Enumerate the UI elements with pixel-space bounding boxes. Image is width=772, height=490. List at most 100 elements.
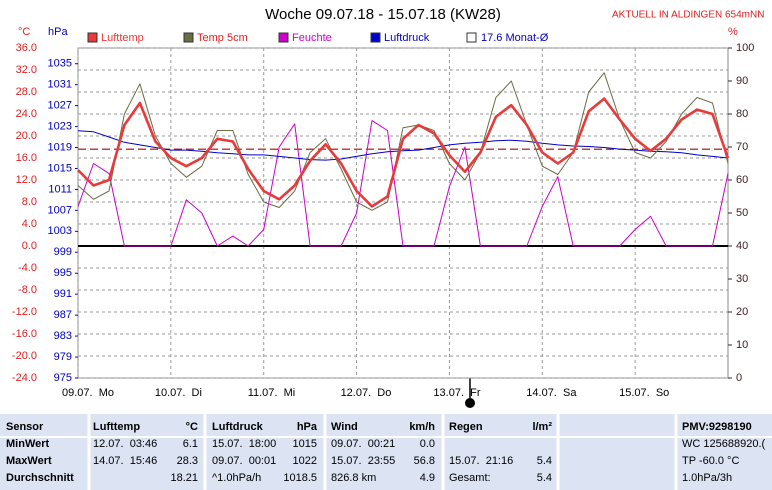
y3-tick-label: 30	[736, 273, 748, 285]
table-cell: Lufttemp	[93, 421, 140, 433]
chart-title: Woche 09.07.18 - 15.07.18 (KW28)	[265, 6, 501, 23]
legend-swatch	[466, 32, 477, 43]
table-cell: 09.07. 00:21	[331, 438, 395, 450]
y3-tick-label: 100	[736, 42, 754, 54]
y2-tick-label: 991	[54, 288, 72, 300]
series-line	[77, 120, 729, 247]
table-cell: 15.07. 21:16	[449, 455, 513, 467]
y3-axis-unit: %	[728, 26, 738, 38]
table-cell: 5.4	[537, 455, 552, 467]
table-cell: 0.0	[420, 438, 435, 450]
legend-swatch	[183, 32, 194, 43]
table-cell: 1.0hPa/3h	[682, 472, 732, 484]
table-cell: 09.07. 00:01	[212, 455, 276, 467]
table-cell: Wind	[331, 421, 358, 433]
table-cell: 18.21	[170, 472, 198, 484]
x-tick-label: 11.07. Mi	[248, 387, 296, 399]
legend-swatch	[87, 32, 98, 43]
y3-tick-label: 10	[736, 339, 748, 351]
table-cell: Regen	[449, 421, 483, 433]
table-cell: 1022	[293, 455, 317, 467]
table-cell: 15.07. 18:00	[212, 438, 276, 450]
y-tick-label: 24.0	[16, 108, 37, 120]
table-cell: 56.8	[414, 455, 435, 467]
y2-tick-label: 1023	[48, 120, 72, 132]
y3-tick-label: 50	[736, 207, 748, 219]
table-cell: MinWert	[6, 438, 50, 450]
y2-tick-label: 1019	[48, 141, 72, 153]
x-tick-label: 10.07. Di	[155, 387, 202, 399]
table-cell: km/h	[409, 421, 435, 433]
y2-tick-label: 1027	[48, 100, 72, 112]
y3-tick-label: 90	[736, 75, 748, 87]
y2-tick-label: 1011	[48, 183, 72, 195]
y-tick-label: -16.0	[12, 328, 37, 340]
y3-tick-label: 80	[736, 108, 748, 120]
table-cell: Luftdruck	[212, 421, 264, 433]
table-cell: PMV:9298190	[682, 421, 752, 433]
chart-subtitle: AKTUELL IN ALDINGEN 654mNN	[612, 10, 764, 21]
x-tick-label: 14.07. Sa	[526, 387, 577, 399]
table-cell: 1018.5	[283, 472, 317, 484]
series-line	[77, 97, 730, 208]
y-tick-label: 8.0	[22, 196, 37, 208]
y-tick-label: 20.0	[16, 130, 37, 142]
series-line	[77, 130, 729, 161]
table-cell: 28.3	[177, 455, 198, 467]
y-tick-label: -20.0	[12, 350, 37, 362]
now-marker	[465, 378, 475, 408]
y2-tick-label: 1035	[48, 58, 72, 70]
table-cell: 1015	[293, 438, 317, 450]
legend-label: Temp 5cm	[197, 32, 248, 44]
y-tick-label: 0.0	[22, 240, 37, 252]
y-tick-label: 12.0	[16, 174, 37, 186]
y3-tick-label: 0	[736, 372, 742, 384]
y2-tick-label: 975	[54, 372, 72, 384]
y-axis-unit: °C	[18, 26, 30, 38]
table-cell: 826.8 km	[331, 472, 376, 484]
y3-tick-label: 60	[736, 174, 748, 186]
y-tick-label: -8.0	[18, 284, 37, 296]
legend-label: Lufttemp	[101, 32, 144, 44]
y3-tick-label: 20	[736, 306, 748, 318]
table-cell: hPa	[297, 421, 318, 433]
table-cell: 6.1	[183, 438, 198, 450]
y-tick-label: 36.0	[16, 42, 37, 54]
y-tick-label: 32.0	[16, 64, 37, 76]
table-background	[0, 414, 772, 490]
y2-tick-label: 987	[54, 309, 72, 321]
x-tick-label: 12.07. Do	[341, 387, 392, 399]
table-dividers	[0, 414, 772, 490]
y3-tick-label: 70	[736, 141, 748, 153]
y-tick-label: -4.0	[18, 262, 37, 274]
y-tick-label: -24.0	[12, 372, 37, 384]
x-tick-label: 09.07. Mo	[62, 387, 114, 399]
table-cell: 5.4	[537, 472, 552, 484]
x-tick-label: 15.07. So	[619, 387, 669, 399]
y-tick-label: -12.0	[12, 306, 37, 318]
legend-label: Luftdruck	[384, 32, 430, 44]
legend-label: Feuchte	[292, 32, 332, 44]
x-tick-label: 13.07. Fr	[433, 387, 480, 399]
y-tick-label: 28.0	[16, 86, 37, 98]
table-cell: 15.07. 23:55	[331, 455, 395, 467]
y3-tick-label: 40	[736, 240, 748, 252]
legend-swatch	[278, 32, 289, 43]
table-cell: 14.07. 15:46	[93, 455, 157, 467]
y-tick-label: 16.0	[16, 152, 37, 164]
y2-tick-label: 999	[54, 246, 72, 258]
table-cell: Durchschnitt	[6, 472, 74, 484]
y2-tick-label: 995	[54, 267, 72, 279]
legend-swatch	[370, 32, 381, 43]
y2-tick-label: 983	[54, 330, 72, 342]
table-cell: °C	[186, 421, 198, 433]
legend-label: 17.6 Monat-Ø	[481, 32, 549, 44]
table-cell: Sensor	[6, 421, 44, 433]
plot-frame	[77, 47, 729, 379]
y-tick-label: 4.0	[22, 218, 37, 230]
table-cell: ^1.0hPa/h	[212, 472, 261, 484]
y2-tick-label: 1031	[48, 79, 72, 91]
y2-tick-label: 1015	[48, 162, 72, 174]
y2-tick-label: 1003	[48, 225, 72, 237]
